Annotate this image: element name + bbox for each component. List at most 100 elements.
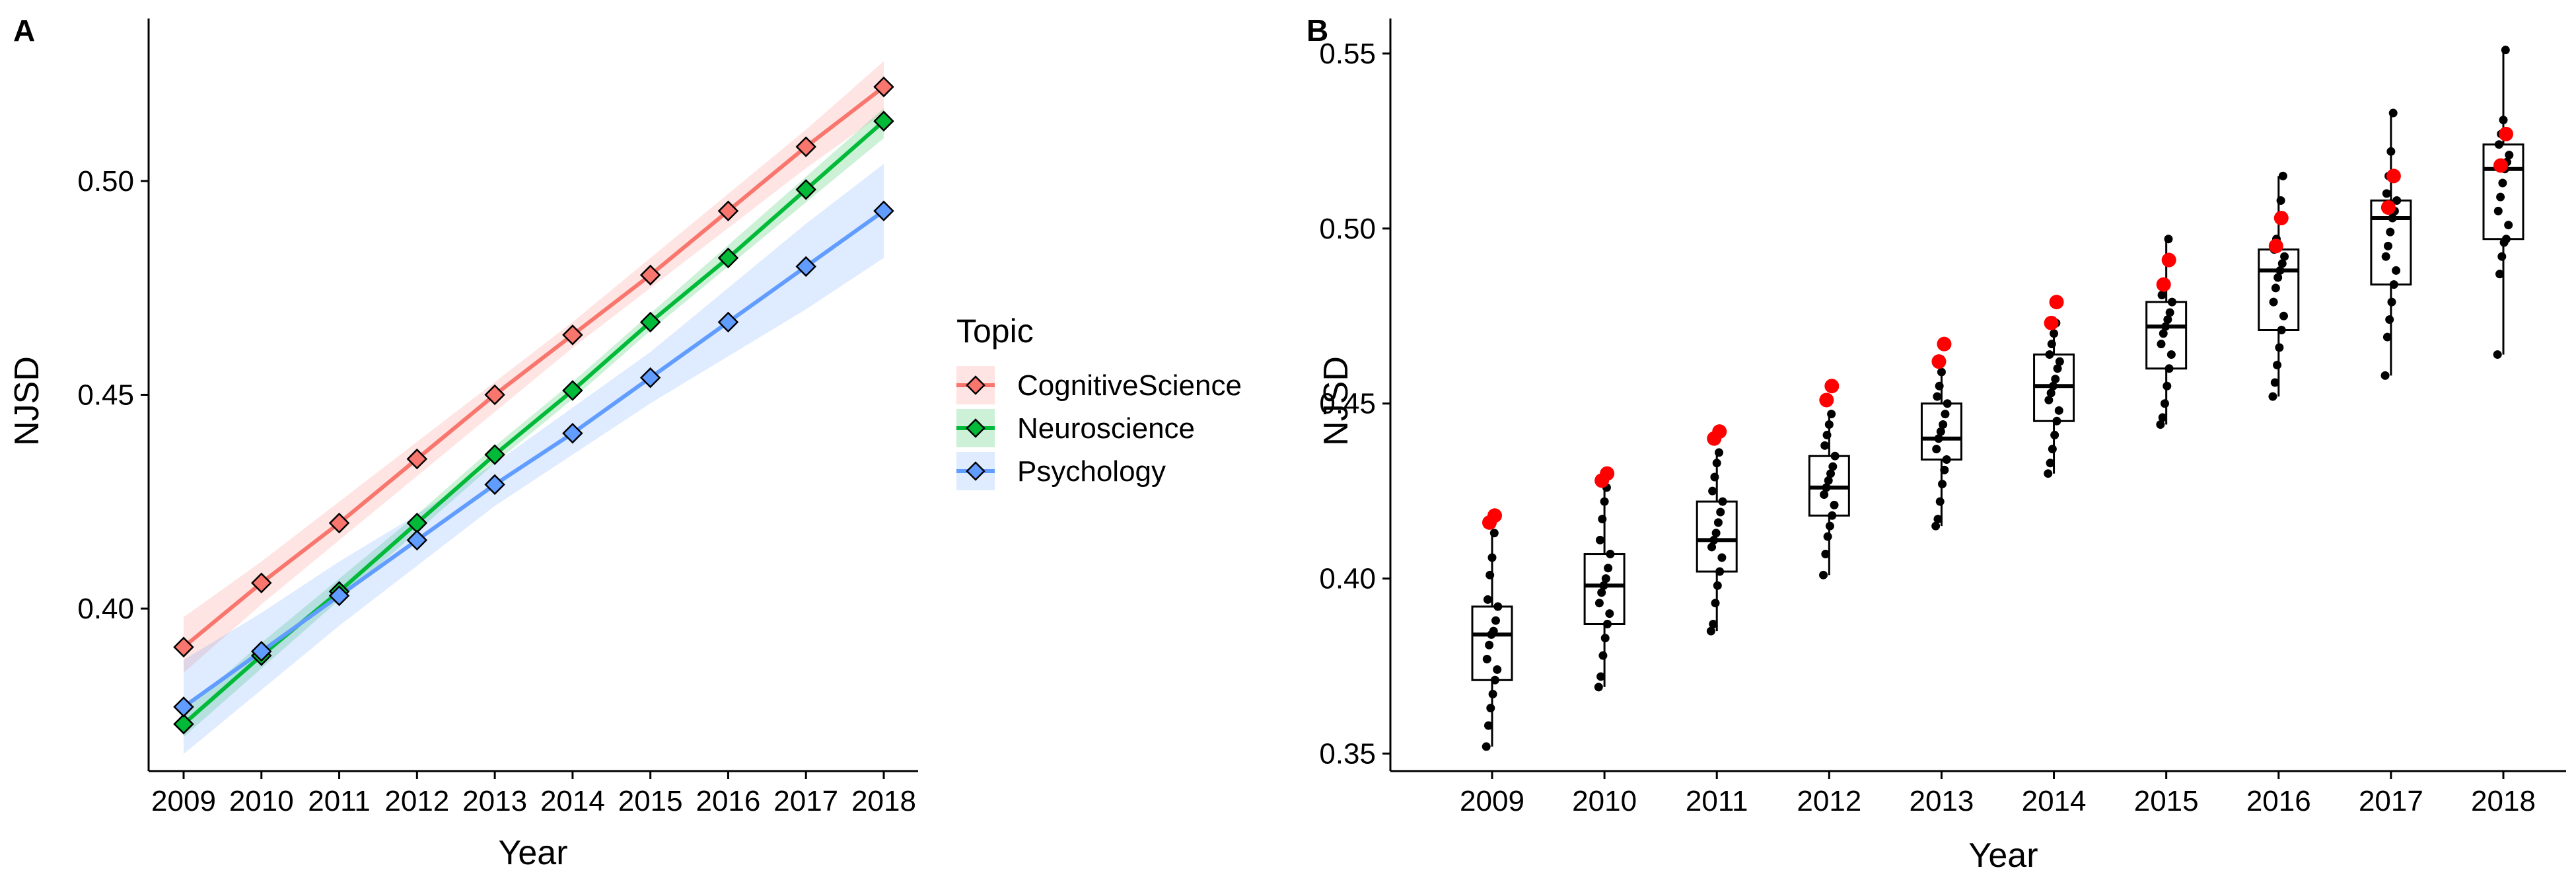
data-point-2012 — [1824, 420, 1834, 429]
data-point-2012 — [1819, 570, 1828, 579]
data-point-2011 — [1717, 553, 1727, 562]
panel-b-x-tick-label: 2013 — [1909, 785, 1974, 817]
data-point-2015 — [2165, 364, 2174, 373]
data-point-2014 — [2053, 364, 2062, 373]
data-point-2013 — [1942, 455, 1951, 465]
panel-b-x-tick-label: 2014 — [2022, 785, 2087, 817]
panel-a-x-axis-title: Year — [498, 834, 567, 872]
data-point-2011 — [1709, 619, 1718, 628]
data-point-2016 — [2277, 259, 2287, 268]
data-point-2014 — [2046, 389, 2056, 398]
highlight-point-2010 — [1600, 466, 1615, 481]
data-point-2011 — [1716, 507, 1725, 517]
legend-marker-neuroscience — [966, 418, 985, 438]
data-point-2012 — [1820, 441, 1830, 450]
data-point-2014 — [2047, 340, 2056, 349]
data-point-2011 — [1711, 529, 1721, 538]
data-point-2012 — [1830, 500, 1839, 509]
panel-a-x-tick-label: 2011 — [308, 785, 371, 817]
legend-label-psychology: Psychology — [1017, 455, 1166, 488]
psychology-point-2018 — [873, 200, 894, 221]
data-point-2014 — [2054, 406, 2063, 415]
data-point-2013 — [1933, 392, 1942, 401]
panel-a-x-tick-label: 2017 — [773, 785, 838, 817]
panel-a-axes: 0.40 0.45 0.50 2009 2010 2011 2012 2013 2014 2015… — [77, 19, 918, 817]
data-point-2017 — [2386, 147, 2396, 156]
data-point-2018 — [2504, 221, 2513, 230]
data-point-2014 — [2044, 469, 2053, 478]
highlight-point-2015 — [2161, 252, 2176, 268]
data-point-2009 — [1488, 689, 1497, 698]
box-2014 — [2033, 295, 2075, 478]
panel-a-x-tick-label: 2014 — [540, 785, 605, 817]
data-point-2009 — [1483, 595, 1492, 604]
data-point-2016 — [2269, 297, 2278, 307]
data-point-2014 — [2055, 357, 2064, 366]
data-point-2018 — [2505, 151, 2514, 160]
data-point-2011 — [1711, 599, 1720, 608]
highlight-point-2018 — [2493, 158, 2508, 173]
data-point-2010 — [1597, 588, 1606, 597]
data-point-2015 — [2164, 235, 2173, 244]
data-point-2009 — [1485, 640, 1494, 650]
data-point-2013 — [1943, 399, 1952, 408]
data-point-2018 — [2501, 235, 2511, 244]
panel-a-y-tick-label: 0.50 — [77, 165, 134, 198]
data-point-2009 — [1485, 570, 1495, 579]
data-point-2016 — [2275, 266, 2285, 275]
data-point-2015 — [2160, 399, 2169, 408]
data-point-2010 — [1596, 535, 1605, 544]
data-point-2018 — [2493, 206, 2503, 215]
data-point-2018 — [2496, 192, 2505, 202]
data-point-2015 — [2167, 297, 2176, 307]
data-point-2016 — [2280, 252, 2289, 261]
highlight-point-2011 — [1712, 424, 1727, 439]
data-point-2012 — [1827, 410, 1836, 419]
data-point-2016 — [2275, 343, 2284, 352]
panel-a-x-tick-label: 2010 — [229, 785, 294, 817]
legend: Topic CognitiveScience Neuroscience Psycho… — [956, 313, 1242, 490]
data-point-2012 — [1825, 521, 1834, 531]
data-point-2016 — [2273, 360, 2282, 369]
panel-a-confidence-bands — [184, 61, 884, 755]
panel-a-chart: 0.40 0.45 0.50 2009 2010 2011 2012 2013 2014 2015… — [8, 19, 918, 872]
data-point-2018 — [2494, 140, 2503, 149]
cognitivescience-point-2012 — [406, 448, 428, 470]
panel-b-y-tick-label: 0.55 — [1319, 38, 1376, 70]
data-point-2015 — [2156, 420, 2165, 429]
data-point-2013 — [1934, 434, 1943, 443]
data-point-2009 — [1489, 529, 1499, 538]
data-point-2014 — [2048, 445, 2057, 454]
box-2013 — [1920, 336, 1962, 531]
box-body-2013 — [1920, 402, 1962, 461]
panel-a-label: A — [13, 13, 35, 48]
legend-title: Topic — [956, 313, 1034, 350]
data-point-2011 — [1718, 497, 1727, 506]
psychology-point-2011 — [328, 585, 350, 607]
panel-a-x-tick-label: 2013 — [462, 785, 527, 817]
data-point-2015 — [2163, 381, 2172, 390]
data-point-2009 — [1493, 665, 1502, 674]
data-point-2017 — [2381, 252, 2390, 261]
cognitivescience-point-2018 — [873, 76, 894, 98]
neuroscience-point-2017 — [795, 179, 816, 200]
data-point-2014 — [2051, 375, 2060, 384]
data-point-2009 — [1493, 602, 1503, 611]
data-point-2015 — [2158, 413, 2167, 422]
data-point-2010 — [1603, 619, 1612, 628]
data-point-2011 — [1710, 472, 1719, 482]
data-point-2016 — [2271, 283, 2280, 293]
data-point-2017 — [2392, 196, 2402, 205]
cognitivescience-point-2015 — [639, 264, 661, 286]
legend-label-neuroscience: Neuroscience — [1017, 412, 1195, 445]
data-point-2009 — [1487, 553, 1497, 562]
data-point-2012 — [1822, 430, 1832, 439]
highlight-point-2016 — [2273, 210, 2289, 225]
data-point-2013 — [1933, 515, 1943, 524]
data-point-2009 — [1486, 704, 1495, 713]
data-point-2010 — [1594, 683, 1603, 692]
cognitivescience-point-2017 — [795, 136, 816, 157]
data-point-2014 — [2050, 329, 2059, 338]
panel-a-x-tick-label: 2018 — [851, 785, 916, 817]
data-point-2013 — [1935, 381, 1944, 390]
